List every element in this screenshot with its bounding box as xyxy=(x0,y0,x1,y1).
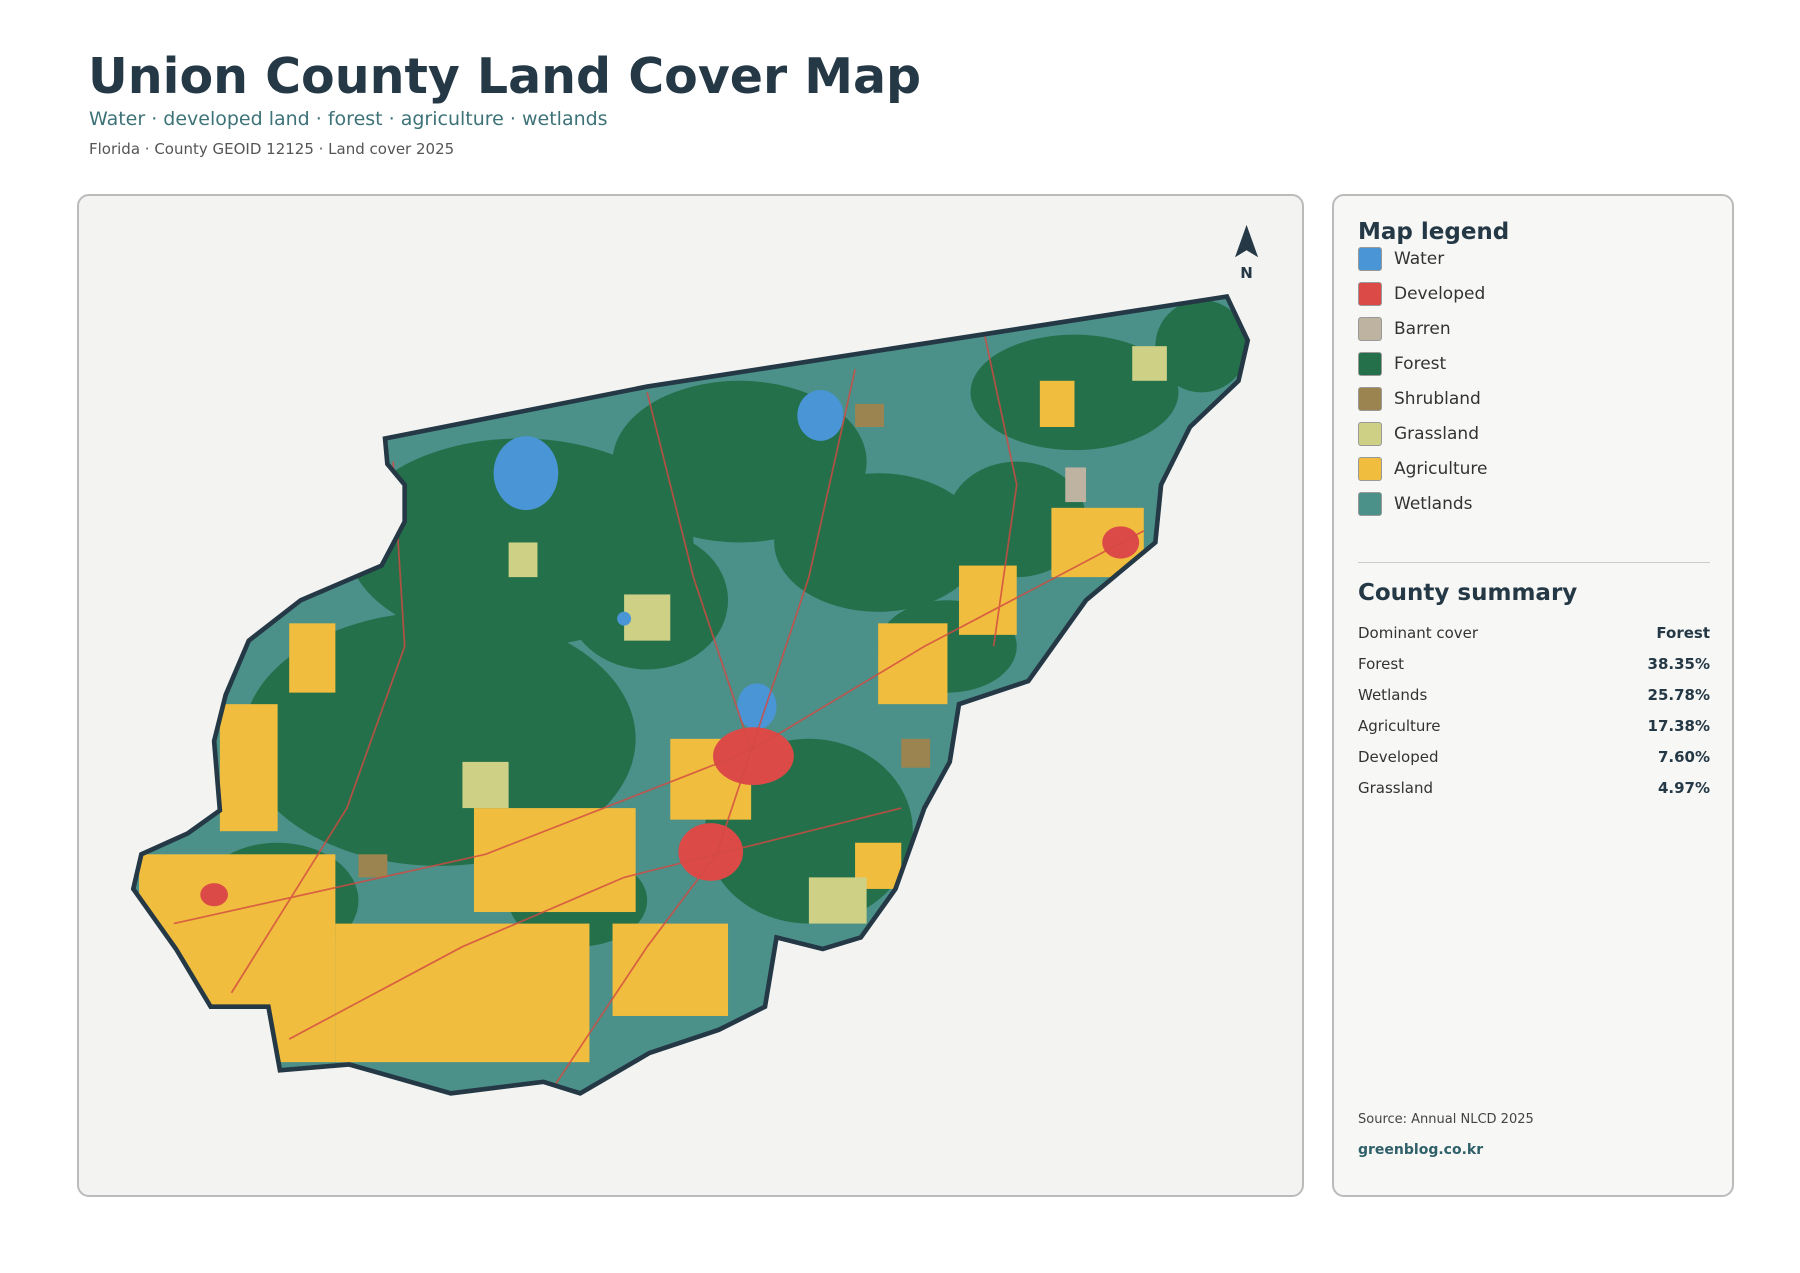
roads xyxy=(173,322,1145,1086)
summary-row: Wetlands 25.78% xyxy=(1358,686,1710,704)
legend-swatch xyxy=(1358,422,1382,446)
legend-item: Water xyxy=(1358,246,1444,272)
summary-value: 38.35% xyxy=(1647,655,1710,673)
legend-item: Developed xyxy=(1358,281,1485,307)
site: greenblog.co.kr xyxy=(1358,1142,1484,1158)
summary-label: Forest xyxy=(1358,655,1405,673)
legend-label: Agriculture xyxy=(1394,459,1488,479)
land-cover xyxy=(133,296,1248,1094)
legend-label: Barren xyxy=(1394,319,1451,339)
summary-label: Grassland xyxy=(1358,779,1433,797)
legend-item: Agriculture xyxy=(1358,456,1488,482)
summary-label: Wetlands xyxy=(1358,686,1428,704)
map-panel: N xyxy=(77,194,1304,1197)
grassland-patches xyxy=(462,346,1167,924)
source: Source: Annual NLCD 2025 xyxy=(1358,1112,1534,1127)
map: N xyxy=(79,224,1259,1195)
legend-title: Map legend xyxy=(1358,219,1510,245)
summary-row: Developed 7.60% xyxy=(1358,748,1710,766)
summary-title: County summary xyxy=(1358,580,1578,606)
shrubland-patches xyxy=(358,403,931,878)
legend-item: Grassland xyxy=(1358,421,1479,447)
north-label: N xyxy=(1240,264,1253,282)
side-panel: Map legend Water Developed Barren Forest Shr… xyxy=(1332,194,1734,1197)
legend-label: Forest xyxy=(1394,354,1447,374)
summary-row: Agriculture 17.38% xyxy=(1358,717,1710,735)
agriculture-patches xyxy=(139,380,1144,1063)
legend-swatch xyxy=(1358,352,1382,376)
meta: Florida · County GEOID 12125 · Land cove… xyxy=(89,140,455,158)
forest-patches xyxy=(196,299,1248,959)
subtitle: Water · developed land · forest · agricu… xyxy=(89,108,608,130)
summary-value: 4.97% xyxy=(1657,779,1710,797)
summary-value: 25.78% xyxy=(1647,686,1710,704)
summary-value: Forest xyxy=(1656,624,1710,642)
barren-patch xyxy=(1065,467,1087,503)
divider xyxy=(1358,562,1710,563)
summary-value: 17.38% xyxy=(1647,717,1710,735)
summary-label: Developed xyxy=(1358,748,1439,766)
legend-swatch xyxy=(1358,492,1382,516)
legend-label: Grassland xyxy=(1394,424,1479,444)
legend-item: Barren xyxy=(1358,316,1451,342)
legend-swatch xyxy=(1358,317,1382,341)
legend-label: Shrubland xyxy=(1394,389,1481,409)
legend-item: Wetlands xyxy=(1358,491,1473,517)
summary-row: Forest 38.35% xyxy=(1358,655,1710,673)
legend-swatch xyxy=(1358,282,1382,306)
summary-row: Grassland 4.97% xyxy=(1358,779,1710,797)
summary-label: Agriculture xyxy=(1358,717,1441,735)
summary-value: 7.60% xyxy=(1657,748,1710,766)
title: Union County Land Cover Map xyxy=(88,48,922,105)
summary-row: Dominant cover Forest xyxy=(1358,624,1710,642)
legend-label: Developed xyxy=(1394,284,1486,304)
legend-label: Water xyxy=(1394,249,1445,269)
summary-label: Dominant cover xyxy=(1358,624,1479,642)
water-bodies xyxy=(493,390,844,730)
legend-item: Shrubland xyxy=(1358,386,1481,412)
legend-item: Forest xyxy=(1358,351,1446,377)
legend-swatch xyxy=(1358,387,1382,411)
north-arrow xyxy=(1235,224,1259,258)
legend-swatch xyxy=(1358,247,1382,271)
legend-label: Wetlands xyxy=(1394,494,1473,514)
legend-swatch xyxy=(1358,457,1382,481)
